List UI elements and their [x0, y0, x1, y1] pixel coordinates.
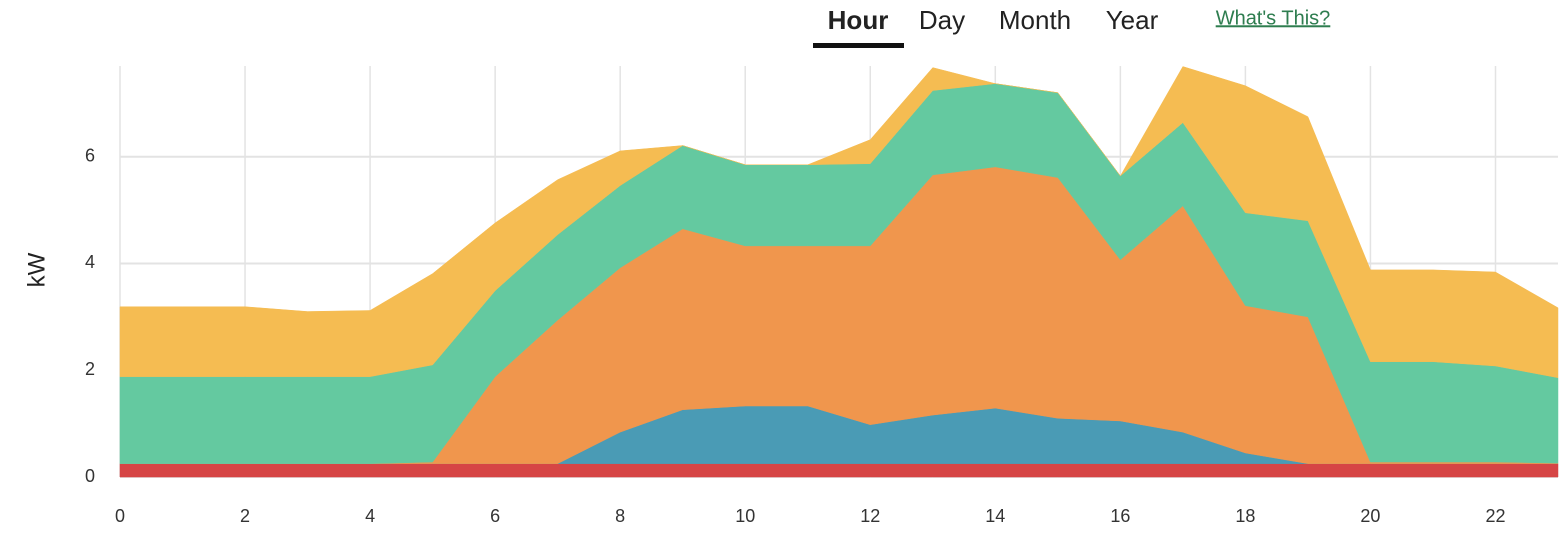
x-tick-label: 4: [365, 506, 375, 526]
tab[interactable]: Month: [999, 5, 1071, 35]
x-tick-label: 12: [860, 506, 880, 526]
y-tick-label: 2: [85, 359, 95, 379]
y-tick-label: 4: [85, 252, 95, 272]
x-tick-label: 0: [115, 506, 125, 526]
x-tick-label: 16: [1110, 506, 1130, 526]
x-tick-label: 20: [1360, 506, 1380, 526]
tab-underline: [813, 43, 904, 48]
tab[interactable]: Year: [1106, 5, 1159, 35]
help-link[interactable]: What's This?: [1216, 7, 1331, 29]
area: [119, 463, 1559, 478]
y-tick-label: 0: [85, 466, 95, 486]
x-tick-label: 18: [1235, 506, 1255, 526]
x-tick-label: 22: [1485, 506, 1505, 526]
y-tick-label: 6: [85, 145, 95, 165]
x-tick-label: 8: [615, 506, 625, 526]
y-axis-label: kW: [23, 252, 50, 287]
x-tick-label: 14: [985, 506, 1005, 526]
x-tick-label: 2: [240, 506, 250, 526]
tab[interactable]: Hour: [828, 5, 889, 35]
x-tick-label: 10: [735, 506, 755, 526]
tab[interactable]: Day: [919, 5, 965, 35]
x-tick-label: 6: [490, 506, 500, 526]
area: [119, 66, 1559, 379]
